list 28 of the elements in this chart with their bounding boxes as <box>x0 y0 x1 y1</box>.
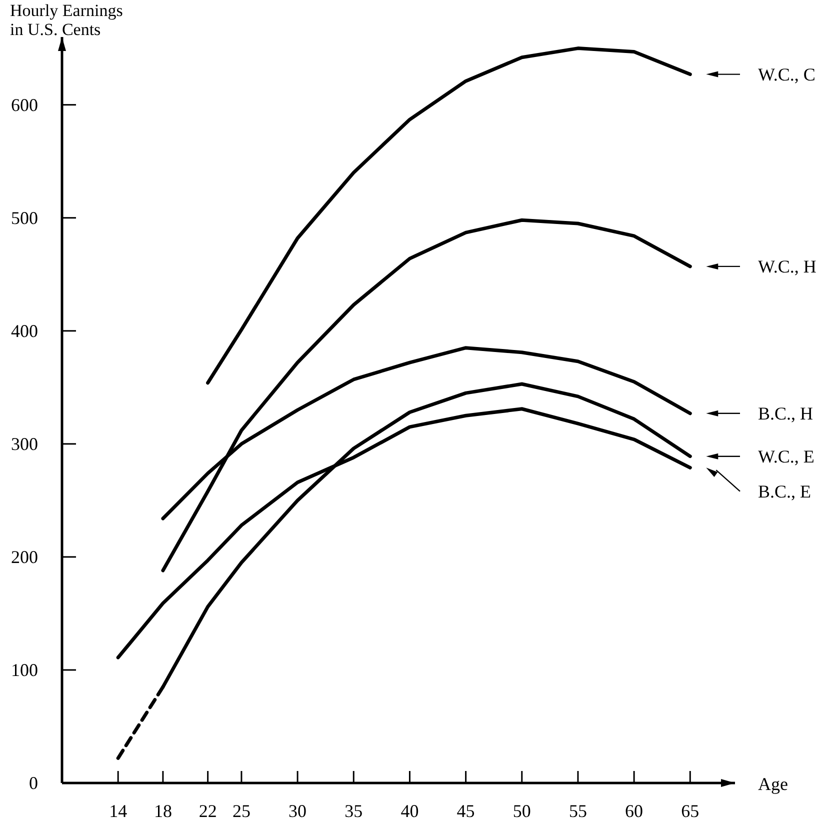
y-tick-label: 0 <box>29 773 38 793</box>
x-tick-label: 35 <box>344 801 363 821</box>
y-tick-label: 300 <box>11 434 38 454</box>
line-series <box>206 46 692 385</box>
y-tick-label: 400 <box>11 320 38 341</box>
x-tick-label: 40 <box>400 801 419 821</box>
x-tick-label: 60 <box>625 801 644 821</box>
x-tick-label: 22 <box>198 801 217 821</box>
x-tick-label: 14 <box>109 801 128 821</box>
legend-label: W.C., H <box>758 256 816 276</box>
legend-label: W.C., C <box>758 64 816 84</box>
x-axis-title: Age <box>758 774 788 794</box>
x-tick-label: 45 <box>456 801 475 821</box>
x-tick-label: 55 <box>568 801 587 821</box>
legend-label: B.C., E <box>758 481 812 502</box>
x-tick-label: 25 <box>232 801 250 821</box>
y-tick-label: 600 <box>11 94 38 115</box>
line-series <box>161 218 692 572</box>
legend-label: W.C., E <box>758 446 814 466</box>
y-tick-label: 100 <box>11 660 38 680</box>
y-tick-label: 200 <box>11 546 38 567</box>
legend-label: B.C., H <box>758 403 814 424</box>
y-axis-title: Hourly Earnings in U.S. Cents <box>10 1 123 39</box>
x-tick-label: 65 <box>681 801 700 821</box>
x-tick-label: 18 <box>154 801 172 821</box>
x-tick-label: 30 <box>288 801 307 821</box>
x-tick-label: 50 <box>512 801 531 821</box>
y-tick-label: 500 <box>11 208 38 228</box>
